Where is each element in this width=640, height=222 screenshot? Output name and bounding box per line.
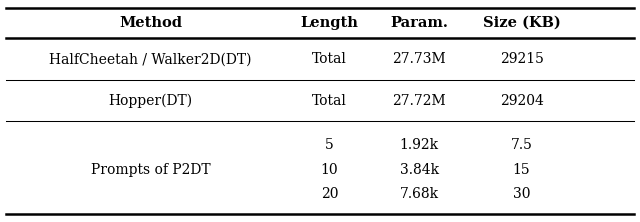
Text: HalfCheetah / Walker2D(DT): HalfCheetah / Walker2D(DT) bbox=[49, 52, 252, 67]
Text: 27.72M: 27.72M bbox=[392, 93, 446, 108]
Text: Prompts of P2DT: Prompts of P2DT bbox=[91, 163, 210, 177]
Text: Size (KB): Size (KB) bbox=[483, 16, 561, 30]
Text: Hopper(DT): Hopper(DT) bbox=[108, 93, 193, 108]
Text: Length: Length bbox=[301, 16, 358, 30]
Text: 15: 15 bbox=[513, 163, 531, 177]
Text: 10: 10 bbox=[321, 163, 339, 177]
Text: Method: Method bbox=[119, 16, 182, 30]
Text: Total: Total bbox=[312, 93, 347, 108]
Text: 3.84k: 3.84k bbox=[399, 163, 439, 177]
Text: 29215: 29215 bbox=[500, 52, 543, 67]
Text: 5: 5 bbox=[325, 138, 334, 153]
Text: 30: 30 bbox=[513, 187, 531, 201]
Text: Total: Total bbox=[312, 52, 347, 67]
Text: 7.5: 7.5 bbox=[511, 138, 532, 153]
Text: 7.68k: 7.68k bbox=[399, 187, 439, 201]
Text: 20: 20 bbox=[321, 187, 339, 201]
Text: 27.73M: 27.73M bbox=[392, 52, 446, 67]
Text: Param.: Param. bbox=[390, 16, 448, 30]
Text: 29204: 29204 bbox=[500, 93, 543, 108]
Text: 1.92k: 1.92k bbox=[399, 138, 439, 153]
